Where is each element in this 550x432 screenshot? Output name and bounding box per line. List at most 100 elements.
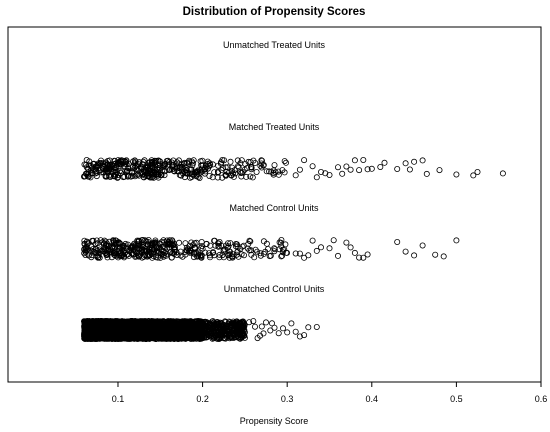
data-point [120, 242, 127, 249]
data-point [222, 242, 229, 249]
data-point [281, 169, 288, 176]
data-point [250, 157, 257, 164]
data-point [135, 253, 142, 260]
data-point [169, 164, 176, 171]
data-point [92, 163, 99, 170]
data-point [83, 156, 90, 163]
data-point [364, 166, 371, 173]
data-point [115, 240, 122, 247]
data-point [218, 242, 225, 249]
data-point [107, 173, 114, 180]
data-point [402, 160, 409, 167]
data-point [347, 166, 354, 173]
data-point [174, 168, 181, 175]
data-point [151, 157, 158, 164]
data-point [90, 319, 97, 326]
data-point [157, 171, 164, 178]
data-point [166, 249, 173, 256]
data-point [145, 318, 152, 325]
data-point [296, 250, 303, 257]
data-point [219, 156, 226, 163]
data-point [309, 237, 316, 244]
data-point [235, 164, 242, 171]
data-point [169, 240, 176, 247]
data-point [119, 333, 126, 340]
data-point [159, 162, 166, 169]
data-point [104, 251, 111, 258]
data-point [248, 164, 255, 171]
data-point [87, 162, 94, 169]
plot-frame [7, 26, 542, 383]
data-point [326, 171, 333, 178]
data-point [101, 246, 108, 253]
data-point [93, 253, 100, 260]
data-point [115, 171, 122, 178]
data-point [106, 163, 113, 170]
data-point [248, 166, 255, 173]
data-point [309, 163, 316, 170]
data-point [195, 251, 202, 258]
data-point [258, 157, 265, 164]
data-point [134, 330, 141, 337]
data-point [301, 157, 308, 164]
data-point [453, 237, 460, 244]
data-point [163, 252, 170, 259]
data-point [216, 238, 223, 245]
data-point [88, 169, 95, 176]
data-point [168, 166, 175, 173]
data-point [109, 334, 116, 341]
data-point [154, 247, 161, 254]
data-point [93, 249, 100, 256]
data-point [292, 250, 299, 257]
data-point [95, 333, 102, 340]
data-point [141, 172, 148, 179]
data-point [135, 159, 142, 166]
data-point [115, 318, 122, 325]
data-point [242, 160, 249, 167]
data-point [229, 253, 236, 260]
data-point [161, 172, 168, 179]
data-point [237, 245, 244, 252]
data-point [160, 247, 167, 254]
data-point [230, 173, 237, 180]
data-point [92, 249, 99, 256]
data-point [334, 252, 341, 259]
data-point [107, 326, 114, 333]
data-point [103, 164, 110, 171]
data-point [263, 240, 270, 247]
data-point [207, 242, 214, 249]
data-point [423, 170, 430, 177]
data-point [227, 158, 234, 165]
data-point [220, 248, 227, 255]
data-point [411, 252, 418, 259]
data-point [94, 240, 101, 247]
data-point [201, 170, 208, 177]
data-point [195, 170, 202, 177]
data-point [188, 166, 195, 173]
data-point [347, 244, 354, 251]
data-point [474, 168, 481, 175]
series-3-points [81, 317, 320, 342]
data-point [176, 239, 183, 246]
data-point [82, 245, 89, 252]
data-point [154, 244, 161, 251]
data-point [102, 249, 109, 256]
data-point [317, 168, 324, 175]
data-point [113, 239, 120, 246]
data-point [95, 324, 102, 331]
data-point [190, 157, 197, 164]
data-point [129, 251, 136, 258]
data-point [249, 174, 256, 181]
data-point [115, 328, 122, 335]
data-point [251, 254, 258, 261]
data-point [141, 251, 148, 258]
data-point [281, 158, 288, 165]
data-point [305, 252, 312, 259]
series-2-points [81, 236, 460, 261]
data-point [131, 173, 138, 180]
data-point [225, 243, 232, 250]
data-point [267, 252, 274, 259]
data-point [247, 238, 254, 245]
data-point [432, 251, 439, 258]
data-point [377, 163, 384, 170]
